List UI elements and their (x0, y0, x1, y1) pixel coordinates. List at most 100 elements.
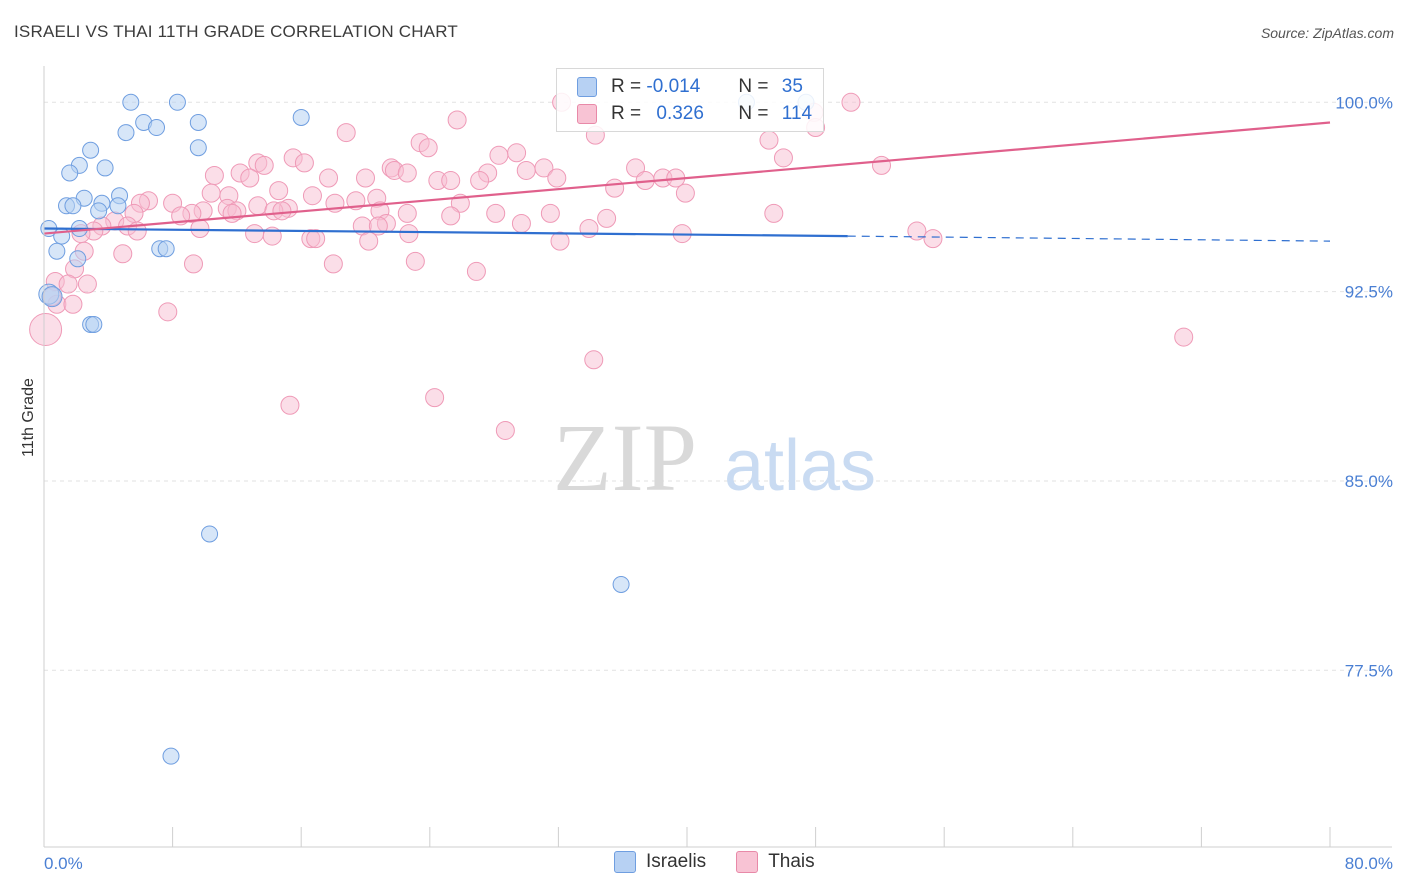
thai-point (269, 181, 289, 201)
israelis-r-value: -0.014 (646, 76, 701, 97)
thai-point (470, 171, 490, 191)
y-tick-label: 100.0% (1335, 93, 1393, 112)
axes (43, 66, 1392, 848)
thai-point (907, 221, 927, 241)
thai-point (675, 183, 695, 203)
thai-point (773, 148, 793, 168)
israeli-point (157, 240, 175, 258)
thai-point (418, 138, 438, 158)
correlation-legend: R = -0.014 N = 35 R = 0.326 N = 114 (556, 68, 824, 132)
israelis-points (38, 93, 815, 765)
n-label: N = (738, 76, 769, 97)
legend-row-thais: R = 0.326 N = 114 (577, 102, 812, 126)
thai-point (511, 213, 531, 233)
thai-point (397, 163, 417, 183)
thai-point (447, 110, 467, 130)
thai-point (605, 178, 625, 198)
y-tick-label: 85.0% (1345, 472, 1393, 491)
thai-point (425, 388, 445, 408)
israeli-point (168, 93, 186, 111)
israelis-trend-line (43, 227, 848, 238)
thai-point (280, 395, 300, 415)
israelis-swatch (577, 77, 597, 97)
thai-point (626, 158, 646, 178)
r-label: R = (611, 76, 642, 97)
israeli-point (201, 525, 219, 543)
n-label: N = (738, 103, 769, 124)
thai-point (597, 208, 617, 228)
legend-item-thais[interactable]: Thais (736, 851, 815, 873)
thai-point (113, 244, 133, 264)
thai-point (397, 203, 417, 223)
israeli-point (69, 250, 87, 268)
thai-point (579, 219, 599, 239)
israeli-point (61, 164, 79, 182)
thais-n-value: 114 (781, 103, 813, 124)
thai-point (923, 229, 943, 249)
thai-point (441, 171, 461, 191)
thais-legend-swatch (736, 851, 759, 873)
israeli-point (189, 139, 207, 157)
israeli-point (122, 93, 140, 111)
israeli-point (96, 159, 114, 177)
y-tick-label: 92.5% (1345, 283, 1393, 302)
thai-point (540, 203, 560, 223)
thai-point (547, 168, 567, 188)
thai-point (405, 251, 425, 271)
thai-point (764, 203, 784, 223)
watermark-atlas: atlas (724, 426, 876, 506)
thai-point (516, 160, 536, 180)
israelis-legend-label: Israelis (646, 851, 707, 872)
thai-point (245, 224, 265, 244)
israeli-point (189, 113, 207, 131)
thai-point (507, 143, 527, 163)
thai-point (29, 312, 63, 346)
thai-point (58, 274, 78, 294)
thai-point (190, 219, 210, 239)
x-tick-label: 80.0% (1345, 854, 1393, 873)
thais-legend-label: Thais (768, 851, 815, 872)
israeli-point (292, 108, 310, 126)
grid-lines (44, 101, 1392, 671)
thai-point (222, 203, 242, 223)
y-tick-label: 77.5% (1345, 661, 1393, 680)
israeli-point (612, 575, 630, 593)
thai-point (872, 155, 892, 175)
israelis-n-value: 35 (781, 76, 803, 97)
y-axis-label: 11th Grade (20, 378, 37, 457)
thai-point (466, 261, 486, 281)
thai-point (323, 254, 343, 274)
watermark: ZIP atlas (553, 404, 876, 511)
thai-point (254, 155, 274, 175)
chart-title: ISRAELI VS THAI 11TH GRADE CORRELATION C… (14, 22, 458, 41)
thai-point (399, 224, 419, 244)
israeli-point (85, 315, 103, 333)
thai-point (77, 274, 97, 294)
thai-point (359, 231, 379, 251)
israelis-legend-swatch (614, 851, 636, 873)
thai-point (272, 201, 292, 221)
israeli-point (162, 747, 180, 765)
thai-point (294, 153, 314, 173)
thai-point (1174, 327, 1194, 347)
trend-lines (43, 121, 1331, 242)
thai-point (302, 186, 322, 206)
thai-point (368, 216, 388, 236)
thai-point (158, 302, 178, 322)
chart-source: Source: ZipAtlas.com (1260, 25, 1394, 41)
thais-trend-line (43, 121, 1331, 235)
series-legend: Israelis Thais (614, 851, 845, 873)
israeli-point (109, 197, 127, 215)
thai-point (63, 294, 83, 314)
legend-item-israelis[interactable]: Israelis (614, 851, 706, 873)
thais-r-value: 0.326 (656, 103, 704, 124)
israeli-point (148, 119, 166, 137)
israeli-point (82, 141, 100, 159)
thai-point (495, 420, 515, 440)
thai-point (486, 203, 506, 223)
thai-point (183, 254, 203, 274)
r-label: R = (611, 103, 642, 124)
israeli-point (64, 197, 82, 215)
israeli-point (48, 242, 66, 260)
